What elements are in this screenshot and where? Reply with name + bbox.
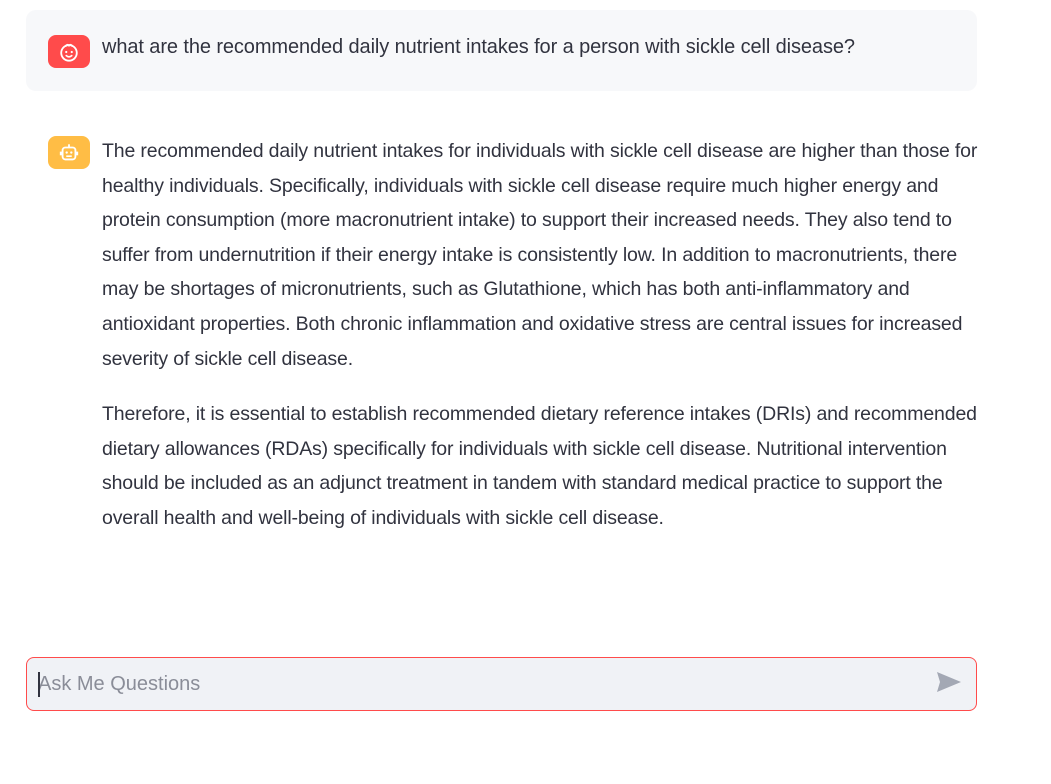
user-face-icon — [58, 41, 80, 63]
chat-input[interactable] — [38, 666, 918, 702]
send-button[interactable] — [934, 670, 964, 698]
assistant-paragraph: Therefore, it is essential to establish … — [102, 403, 977, 529]
assistant-paragraph: The recommended daily nutrient intakes f… — [102, 140, 978, 370]
chat-input-box[interactable] — [26, 657, 977, 711]
robot-icon — [58, 142, 80, 164]
user-message: what are the recommended daily nutrient … — [26, 10, 977, 91]
assistant-avatar — [48, 136, 90, 169]
text-caret — [38, 672, 40, 697]
user-message-text: what are the recommended daily nutrient … — [102, 36, 855, 58]
assistant-message: The recommended daily nutrient intakes f… — [102, 134, 982, 557]
send-icon — [936, 671, 962, 698]
user-avatar — [48, 35, 90, 68]
